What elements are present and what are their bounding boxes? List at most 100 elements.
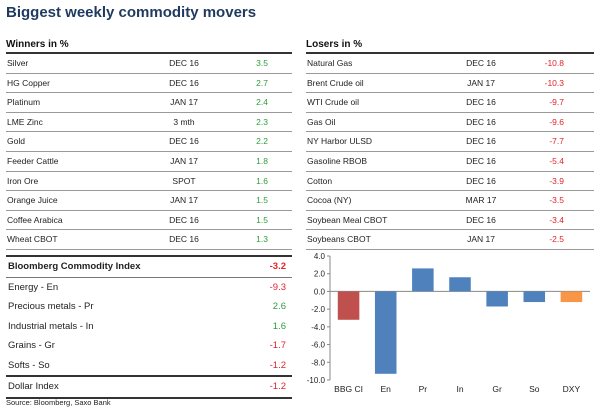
winners-change: 2.7 xyxy=(256,77,268,88)
y-tick-label: -2.0 xyxy=(311,305,325,314)
losers-contract: DEC 16 xyxy=(466,175,496,186)
winners-row: Coffee Arabica DEC 16 1.5 xyxy=(6,211,292,231)
losers-name: Soybeans CBOT xyxy=(307,234,371,245)
losers-contract: MAR 17 xyxy=(465,195,497,206)
index-change: 1.6 xyxy=(272,320,286,332)
winners-row: Silver DEC 16 3.5 xyxy=(6,54,292,74)
bar-pr xyxy=(412,268,434,292)
losers-contract: DEC 16 xyxy=(466,214,496,225)
losers-name: Natural Gas xyxy=(307,58,353,68)
winners-row: Orange Juice JAN 17 1.5 xyxy=(6,191,292,211)
winners-name: Iron Ore xyxy=(7,175,39,186)
winners-change: 3.5 xyxy=(256,58,268,68)
winners-contract: JAN 17 xyxy=(170,155,198,166)
losers-contract: DEC 16 xyxy=(466,97,496,108)
winners-name: Coffee Arabica xyxy=(7,214,63,225)
index-bottom-divider xyxy=(6,396,292,399)
index-header-divider xyxy=(6,276,292,278)
dollar-index-name: Dollar Index xyxy=(8,381,59,392)
winners-contract: DEC 16 xyxy=(169,136,199,147)
index-change: -1.2 xyxy=(269,359,286,371)
winners-change: 2.3 xyxy=(256,116,268,127)
index-table: Bloomberg Commodity Index -3.2 Energy - … xyxy=(6,255,292,399)
losers-row: Soybeans CBOT JAN 17 -2.5 xyxy=(306,230,594,250)
winners-name: Gold xyxy=(7,136,25,147)
losers-row: Natural Gas DEC 16 -10.8 xyxy=(306,54,594,74)
winners-table: Winners in % Silver DEC 16 3.5 HG Copper DEC… xyxy=(6,38,292,250)
winners-contract: DEC 16 xyxy=(169,234,199,245)
losers-change: -9.7 xyxy=(549,97,564,108)
losers-row: WTI Crude oil DEC 16 -9.7 xyxy=(306,93,594,113)
losers-name: Gasoline RBOB xyxy=(307,155,367,166)
winners-row: Feeder Cattle JAN 17 1.8 xyxy=(6,152,292,172)
y-tick-label: -6.0 xyxy=(311,341,325,350)
losers-change: -10.3 xyxy=(544,77,564,88)
x-tick-label: BBG CI xyxy=(334,384,363,394)
winners-name: Feeder Cattle xyxy=(7,155,59,166)
winners-row: LME Zinc 3 mth 2.3 xyxy=(6,113,292,133)
index-change: -1.7 xyxy=(269,340,286,351)
bar-gr xyxy=(486,291,508,307)
losers-change: -3.4 xyxy=(549,214,564,225)
losers-name: Cotton xyxy=(307,175,333,186)
losers-divider xyxy=(306,52,594,54)
winners-change: 2.2 xyxy=(256,136,268,147)
losers-change: -2.5 xyxy=(549,234,564,245)
winners-name: Platinum xyxy=(7,97,41,108)
losers-name: Brent Crude oil xyxy=(307,77,364,88)
winners-contract: SPOT xyxy=(172,175,196,186)
losers-row: Gas Oil DEC 16 -9.6 xyxy=(306,113,594,133)
index-name: Grains - Gr xyxy=(8,340,55,351)
index-change: 2.6 xyxy=(272,301,286,312)
winners-row: Iron Ore SPOT 1.6 xyxy=(6,172,292,192)
losers-row: Soybean Meal CBOT DEC 16 -3.4 xyxy=(306,211,594,231)
bar-so xyxy=(523,291,546,303)
winners-name: Wheat CBOT xyxy=(7,234,58,245)
index-header-row: Bloomberg Commodity Index -3.2 xyxy=(6,257,292,277)
losers-name: Soybean Meal CBOT xyxy=(307,214,388,225)
winners-change: 1.8 xyxy=(256,155,268,166)
losers-contract: DEC 16 xyxy=(466,155,496,166)
losers-contract: DEC 16 xyxy=(466,58,496,68)
winners-name: Silver xyxy=(7,58,29,68)
y-tick-label: 2.0 xyxy=(314,270,326,279)
winners-change: 1.5 xyxy=(256,214,268,225)
losers-change: -7.7 xyxy=(549,136,564,147)
losers-table: Losers in % Natural Gas DEC 16 -10.8 Brent … xyxy=(306,38,594,250)
losers-contract: DEC 16 xyxy=(466,136,496,147)
losers-contract: JAN 17 xyxy=(467,77,495,88)
y-tick-label: 4.0 xyxy=(314,252,326,261)
losers-change: -3.9 xyxy=(549,175,564,186)
losers-name: Gas Oil xyxy=(307,116,336,127)
x-tick-label: DXY xyxy=(563,384,581,394)
bar-bbg-ci xyxy=(337,291,360,320)
losers-row: Gasoline RBOB DEC 16 -5.4 xyxy=(306,152,594,172)
losers-row: Brent Crude oil JAN 17 -10.3 xyxy=(306,74,594,94)
winners-row: HG Copper DEC 16 2.7 xyxy=(6,74,292,94)
y-tick-label: 0.0 xyxy=(314,287,326,296)
winners-divider xyxy=(6,52,292,54)
index-bar-chart: 4.0 2.0 0.0 -2.0 -4.0 -6.0 -8.0 -10.0 BBG CI En Pr… xyxy=(307,252,590,394)
winners-contract: JAN 17 xyxy=(170,97,198,108)
index-row: Precious metals - Pr 2.6 xyxy=(6,297,292,317)
bar-dxy xyxy=(560,291,583,303)
losers-contract: DEC 16 xyxy=(466,116,496,127)
index-change: -9.3 xyxy=(269,281,286,293)
x-tick-label: En xyxy=(381,384,392,394)
winners-contract: DEC 16 xyxy=(169,58,199,68)
winners-row: Wheat CBOT DEC 16 1.3 xyxy=(6,230,292,250)
bar-en xyxy=(374,291,397,374)
index-header-change: -3.2 xyxy=(269,261,286,272)
winners-name: HG Copper xyxy=(7,77,50,88)
winners-contract: DEC 16 xyxy=(169,214,199,225)
y-tick-label: -10.0 xyxy=(307,376,326,385)
y-tick-label: -8.0 xyxy=(311,358,325,367)
dollar-index-row: Dollar Index -1.2 xyxy=(6,377,292,397)
x-tick-label: In xyxy=(456,384,463,394)
index-name: Industrial metals - In xyxy=(8,320,94,332)
x-tick-label: Pr xyxy=(419,384,428,394)
winners-contract: 3 mth xyxy=(173,116,195,127)
losers-header: Losers in % xyxy=(306,39,363,50)
losers-row: Cocoa (NY) MAR 17 -3.5 xyxy=(306,191,594,211)
losers-change: -9.6 xyxy=(549,116,564,127)
